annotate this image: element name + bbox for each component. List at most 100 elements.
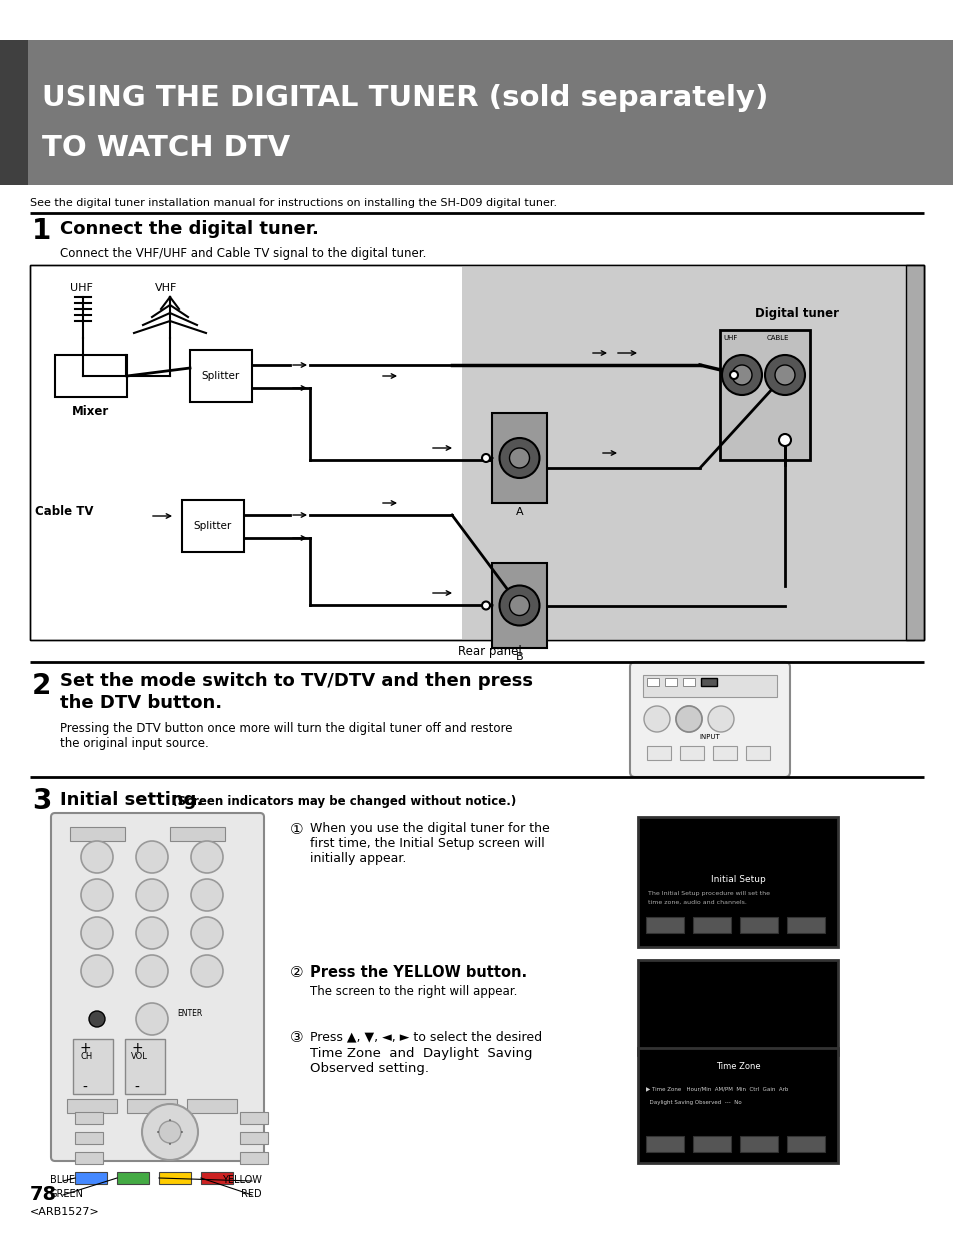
Text: the DTV button.: the DTV button. <box>60 694 222 713</box>
Text: Pressing the DTV button once more will turn the digital tuner off and restore
th: Pressing the DTV button once more will t… <box>60 722 512 750</box>
Bar <box>679 746 703 760</box>
Bar <box>700 678 712 685</box>
Circle shape <box>509 448 529 468</box>
Bar <box>646 678 659 685</box>
Circle shape <box>136 841 168 873</box>
Bar <box>692 1136 730 1152</box>
Bar <box>125 1039 165 1094</box>
Circle shape <box>142 1104 198 1160</box>
Text: Time Zone  and  Daylight  Saving
Observed setting.: Time Zone and Daylight Saving Observed s… <box>310 1047 532 1074</box>
Circle shape <box>191 918 223 948</box>
Circle shape <box>779 433 790 446</box>
Bar <box>646 746 670 760</box>
Text: -: - <box>83 1081 88 1095</box>
Text: (Screen indicators may be changed without notice.): (Screen indicators may be changed withou… <box>168 795 516 808</box>
Bar <box>75 1172 107 1184</box>
Circle shape <box>499 585 539 625</box>
Text: VHF: VHF <box>154 283 177 293</box>
Text: Connect the digital tuner.: Connect the digital tuner. <box>60 220 318 238</box>
Text: Press ▲, ▼, ◄, ► to select the desired: Press ▲, ▼, ◄, ► to select the desired <box>310 1030 541 1044</box>
Text: Set the mode switch to TV/DTV and then press: Set the mode switch to TV/DTV and then p… <box>60 672 533 690</box>
Bar <box>240 1152 268 1165</box>
Text: Cable TV: Cable TV <box>35 505 93 517</box>
Bar <box>0 0 953 40</box>
Bar <box>190 350 252 403</box>
Bar <box>73 1039 112 1094</box>
Text: USING THE DIGITAL TUNER (sold separately): USING THE DIGITAL TUNER (sold separately… <box>42 84 767 112</box>
Circle shape <box>499 438 539 478</box>
Bar <box>75 1152 103 1165</box>
Text: Initial Setup: Initial Setup <box>710 876 764 884</box>
Bar <box>786 1136 824 1152</box>
Text: Initial setting.: Initial setting. <box>60 790 203 809</box>
Text: Mixer: Mixer <box>72 405 110 417</box>
Text: The screen to the right will appear.: The screen to the right will appear. <box>310 986 517 998</box>
Bar <box>187 1099 236 1113</box>
Text: ②: ② <box>290 965 303 981</box>
Text: Splitter: Splitter <box>193 521 232 531</box>
Bar <box>127 1099 177 1113</box>
Text: B: B <box>516 652 523 662</box>
Bar <box>55 354 127 396</box>
Circle shape <box>676 706 701 732</box>
Circle shape <box>191 841 223 873</box>
Bar <box>492 563 546 648</box>
Circle shape <box>136 879 168 911</box>
Circle shape <box>191 955 223 987</box>
Circle shape <box>81 955 112 987</box>
Text: See the digital tuner installation manual for instructions on installing the SH-: See the digital tuner installation manua… <box>30 198 557 207</box>
Bar <box>664 678 677 685</box>
Circle shape <box>89 1011 105 1028</box>
Bar <box>645 1136 683 1152</box>
Circle shape <box>676 706 701 732</box>
Text: CABLE: CABLE <box>766 335 789 341</box>
Text: 3: 3 <box>32 787 51 815</box>
Text: CH: CH <box>81 1052 93 1061</box>
Text: 78: 78 <box>30 1186 57 1204</box>
Text: A: A <box>516 508 523 517</box>
Text: YELLOW: YELLOW <box>222 1174 262 1186</box>
Bar <box>67 1099 117 1113</box>
Circle shape <box>731 366 751 385</box>
Text: RED: RED <box>241 1189 262 1199</box>
Text: UHF: UHF <box>70 283 92 293</box>
Text: Digital tuner: Digital tuner <box>754 308 838 320</box>
Circle shape <box>136 955 168 987</box>
Circle shape <box>774 366 794 385</box>
Bar <box>638 960 837 1055</box>
Text: Rear panel: Rear panel <box>457 645 521 658</box>
Bar <box>638 818 837 947</box>
Text: -: - <box>134 1081 139 1095</box>
Text: ①: ① <box>290 823 303 837</box>
Text: VOL: VOL <box>131 1052 148 1061</box>
Text: Daylight Saving Observed  ---  No: Daylight Saving Observed --- No <box>645 1100 741 1105</box>
Circle shape <box>159 1121 181 1144</box>
Text: UHF: UHF <box>722 335 737 341</box>
Bar <box>786 918 824 932</box>
Circle shape <box>191 879 223 911</box>
Bar <box>740 918 778 932</box>
Text: 1: 1 <box>32 217 51 245</box>
Circle shape <box>707 706 733 732</box>
Text: ENTER: ENTER <box>177 1009 202 1018</box>
Circle shape <box>729 370 738 379</box>
Bar <box>682 678 695 685</box>
Bar <box>70 827 125 841</box>
Bar <box>240 1132 268 1144</box>
Bar <box>720 330 809 459</box>
Bar <box>692 918 730 932</box>
Text: 2: 2 <box>32 672 51 700</box>
Circle shape <box>764 354 804 395</box>
Bar <box>638 1049 837 1163</box>
Bar <box>159 1172 191 1184</box>
Text: ③: ③ <box>290 1030 303 1045</box>
Bar <box>461 266 923 640</box>
Text: Press the YELLOW button.: Press the YELLOW button. <box>310 965 527 981</box>
Circle shape <box>81 841 112 873</box>
Bar <box>745 746 769 760</box>
Bar <box>75 1112 103 1124</box>
Circle shape <box>481 601 490 610</box>
Text: Splitter: Splitter <box>202 370 240 382</box>
Bar <box>201 1172 233 1184</box>
Bar <box>0 40 28 185</box>
